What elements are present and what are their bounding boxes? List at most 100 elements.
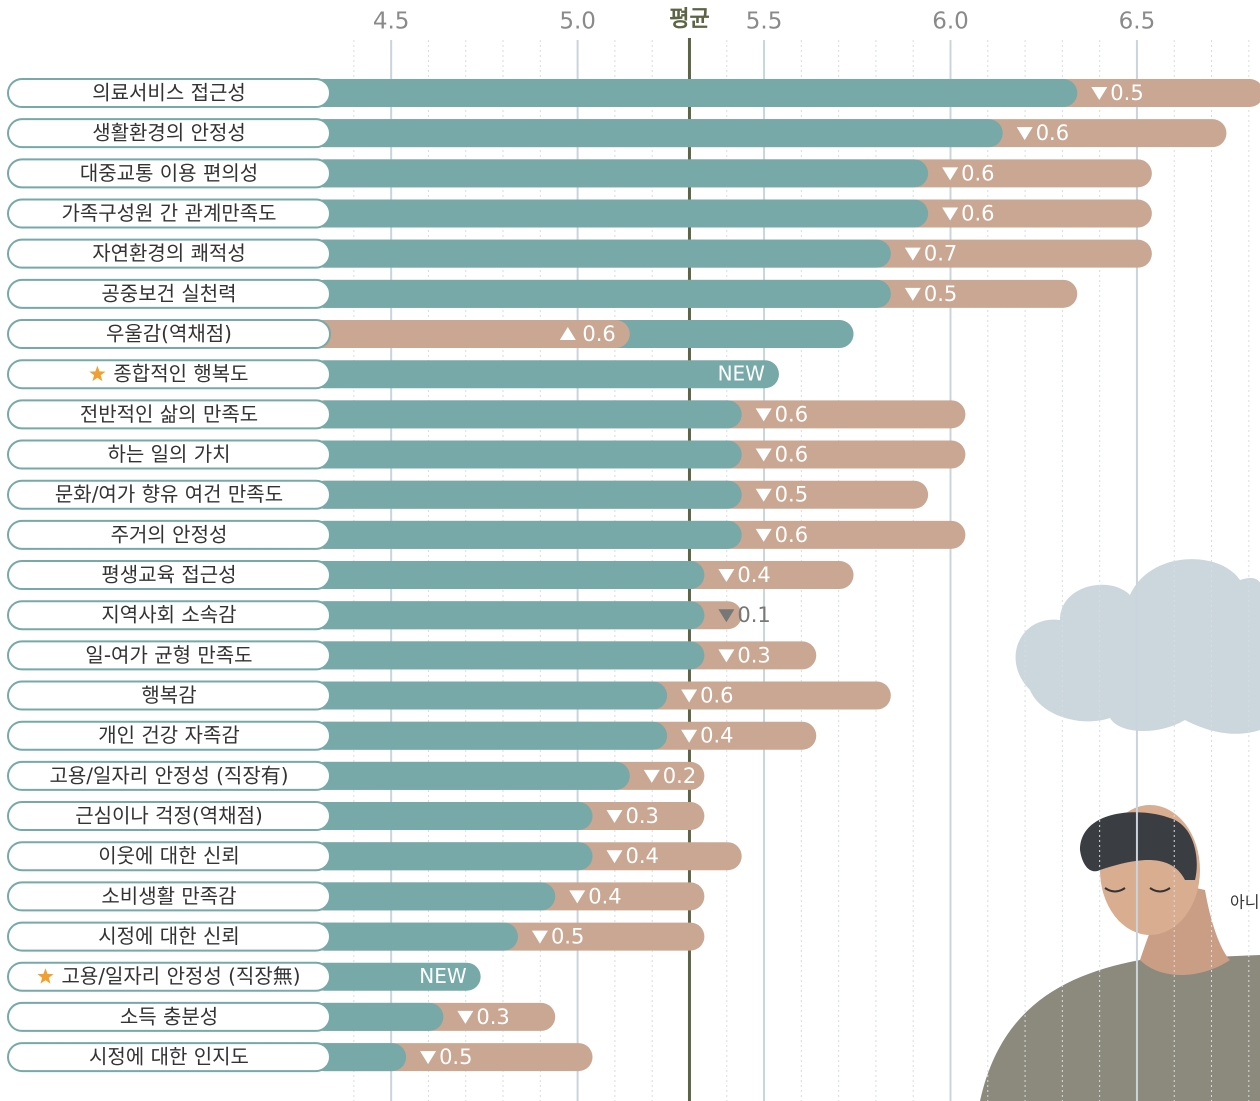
x-tick-label: 6.5 [1119, 9, 1156, 35]
change-label: 0.5 [551, 925, 584, 949]
label-box [7, 600, 331, 631]
change-label: 0.3 [737, 643, 770, 667]
label-box [7, 78, 331, 108]
change-arrow [1016, 127, 1033, 141]
bar [310, 400, 742, 429]
change-label: 0.5 [1110, 81, 1143, 105]
category-label: 지역사회 소속감 [101, 603, 236, 627]
category-label: 근심이나 걱정(역채점) [75, 804, 263, 828]
change-label: 0.4 [737, 563, 770, 587]
category-label: 우울감(역채점) [106, 322, 232, 346]
change-arrow [559, 327, 576, 341]
bar [310, 1002, 444, 1031]
change-label: 0.4 [588, 884, 621, 908]
change-label: 0.6 [775, 402, 808, 426]
change-arrow [904, 247, 921, 261]
new-badge: NEW [419, 964, 467, 988]
change-arrow [681, 729, 698, 743]
change-label: 0.4 [626, 844, 659, 868]
category-label: 하는 일의 가치 [107, 442, 230, 466]
label-box [7, 560, 331, 591]
change-arrow [681, 689, 698, 703]
change-arrow [755, 408, 772, 422]
label-box [7, 1042, 331, 1073]
label-box [7, 961, 331, 992]
change-arrow [606, 810, 623, 824]
change-arrow [457, 1010, 474, 1024]
illustration: 아니 [980, 559, 1260, 1101]
label-box [7, 479, 331, 510]
change-label: 0.5 [439, 1045, 472, 1069]
bar [310, 842, 593, 871]
star-icon [89, 365, 106, 382]
label-box [7, 1001, 331, 1032]
change-arrow [643, 769, 660, 783]
label-box [7, 519, 331, 550]
change-label: 0.7 [924, 242, 957, 266]
bar [310, 681, 668, 710]
category-label: 고용/일자리 안정성 (직장無) [61, 964, 300, 988]
change-label: 0.6 [961, 161, 994, 185]
label-box [7, 801, 331, 832]
change-arrow [718, 609, 735, 623]
change-arrow [755, 528, 772, 542]
category-label: 주거의 안정성 [111, 522, 228, 546]
label-box [7, 720, 331, 751]
category-label: 행복감 [141, 683, 196, 707]
category-label: 의료서비스 접근성 [92, 81, 246, 105]
change-label: 0.3 [626, 804, 659, 828]
change-arrow [755, 448, 772, 462]
label-box [7, 198, 331, 229]
category-label: 생활환경의 안정성 [92, 121, 246, 145]
change-label: 0.6 [582, 322, 615, 346]
body [980, 955, 1260, 1101]
change-label: 0.2 [663, 764, 696, 788]
bar [310, 641, 705, 670]
label-box [7, 640, 331, 671]
category-label: 전반적인 삶의 만족도 [80, 402, 258, 426]
change-label: 0.6 [961, 202, 994, 226]
category-label: 소비생활 만족감 [101, 884, 236, 908]
label-box [7, 278, 331, 309]
x-tick-label: 6.0 [932, 9, 969, 35]
change-label: 0.5 [924, 282, 957, 306]
change-arrow [606, 850, 623, 864]
star-icon [37, 968, 54, 984]
change-label: 0.6 [700, 684, 733, 708]
category-label: 고용/일자리 안정성 (직장有) [49, 763, 288, 787]
change-label: 0.6 [1036, 121, 1069, 145]
label-box [7, 439, 331, 470]
bar [310, 601, 705, 630]
change-arrow [755, 488, 772, 502]
change-label: 0.5 [775, 483, 808, 507]
label-box [7, 841, 331, 872]
category-label: 시정에 대한 신뢰 [98, 924, 240, 948]
change-arrow [942, 167, 959, 181]
category-label: 소득 충분성 [120, 1004, 218, 1028]
bar [310, 279, 891, 308]
label-box [7, 680, 331, 711]
bar [310, 802, 593, 831]
bar [310, 440, 742, 469]
category-label: 일-여가 균형 만족도 [85, 643, 252, 667]
new-badge: NEW [718, 362, 766, 386]
bar [310, 962, 481, 991]
hair [1080, 812, 1197, 880]
category-label: 가족구성원 간 관계만족도 [61, 201, 276, 225]
bar [310, 480, 742, 509]
change-arrow [531, 930, 548, 944]
speech-text: 아니 [1230, 893, 1259, 912]
bar [310, 882, 556, 911]
change-label: 0.3 [476, 1005, 509, 1029]
bar [310, 922, 518, 951]
x-tick-label: 5.0 [559, 9, 596, 35]
x-tick-label: 5.5 [746, 9, 783, 35]
label-box [7, 760, 331, 791]
change-arrow [718, 569, 735, 583]
change-label: 0.6 [775, 523, 808, 547]
bar [310, 239, 891, 268]
bar [310, 360, 779, 389]
change-label: 0.1 [737, 603, 770, 627]
bar [310, 761, 630, 790]
